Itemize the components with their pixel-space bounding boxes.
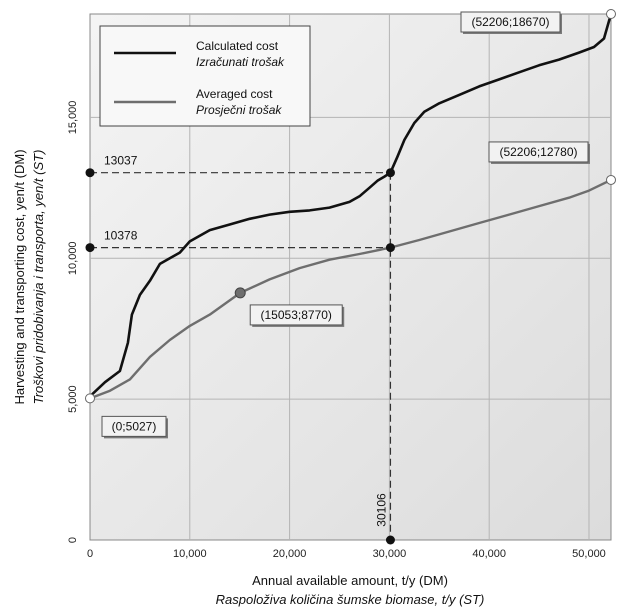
annotation-label: (15053;8770) [261, 308, 332, 322]
x-tick-label: 0 [87, 548, 93, 560]
y-tick-label: 0 [67, 537, 79, 543]
reference-label-x: 30106 [374, 493, 388, 527]
series-line-averaged [89, 178, 612, 400]
y-tick-label: 10,000 [67, 241, 79, 275]
end-point-averaged [606, 174, 616, 185]
legend-box [99, 25, 311, 127]
annotations: (0;5027) (15053;8770) (52206;12780) (52206;… [101, 11, 590, 439]
y-tick-label: 15,000 [67, 101, 79, 135]
annotation-box [460, 11, 561, 33]
reference-point [85, 243, 95, 253]
x-tick-label: 40,000 [472, 548, 506, 560]
series-line-calculated [89, 13, 613, 398]
start-point [85, 393, 95, 404]
x-axis-ticks: 0 10,000 20,000 30,000 40,000 50,000 [87, 548, 606, 560]
end-point-calculated [606, 9, 616, 19]
annotation-label: (52206;12780) [499, 145, 577, 159]
x-axis-title: Annual available amount, t/y (DM) [252, 573, 448, 588]
annotation-box [101, 415, 167, 437]
x-tick-label: 30,000 [373, 548, 407, 560]
annotation-point [234, 287, 246, 299]
legend-label-calculated-hr: Izračunati trošak [196, 55, 285, 69]
legend: Calculated cost Izračunati trošak Averag… [99, 25, 311, 127]
reference-lines: 13037 10378 30106 [90, 154, 392, 540]
series-lines [89, 13, 613, 400]
annotation-box [488, 141, 589, 163]
y-axis-title-hr: Troškovi pridobivanja i transporta, yen/… [31, 150, 46, 405]
legend-label-averaged-hr: Prosječni trošak [196, 103, 282, 117]
reference-point [385, 243, 395, 253]
x-tick-label: 50,000 [572, 548, 606, 560]
x-tick-label: 20,000 [273, 548, 307, 560]
y-axis-title: Harvesting and transporting cost, yen/t … [12, 149, 27, 404]
annotation-label: (52206;18670) [471, 15, 549, 29]
reference-point [385, 168, 395, 178]
x-tick-label: 10,000 [173, 548, 207, 560]
annotation-box [249, 304, 343, 326]
legend-label-calculated: Calculated cost [196, 39, 279, 53]
markers [85, 9, 616, 545]
annotation-label: (0;5027) [112, 419, 157, 433]
reference-label-calculated: 13037 [104, 154, 138, 168]
legend-label-averaged: Averaged cost [196, 87, 273, 101]
reference-point [385, 535, 395, 545]
reference-point [85, 168, 95, 178]
y-axis-ticks: 0 5,000 10,000 15,000 [67, 101, 79, 543]
y-tick-label: 5,000 [67, 385, 79, 413]
reference-label-averaged: 10378 [104, 229, 138, 243]
x-axis-title-hr: Raspoloživa količina šumske biomase, t/y… [216, 592, 485, 607]
